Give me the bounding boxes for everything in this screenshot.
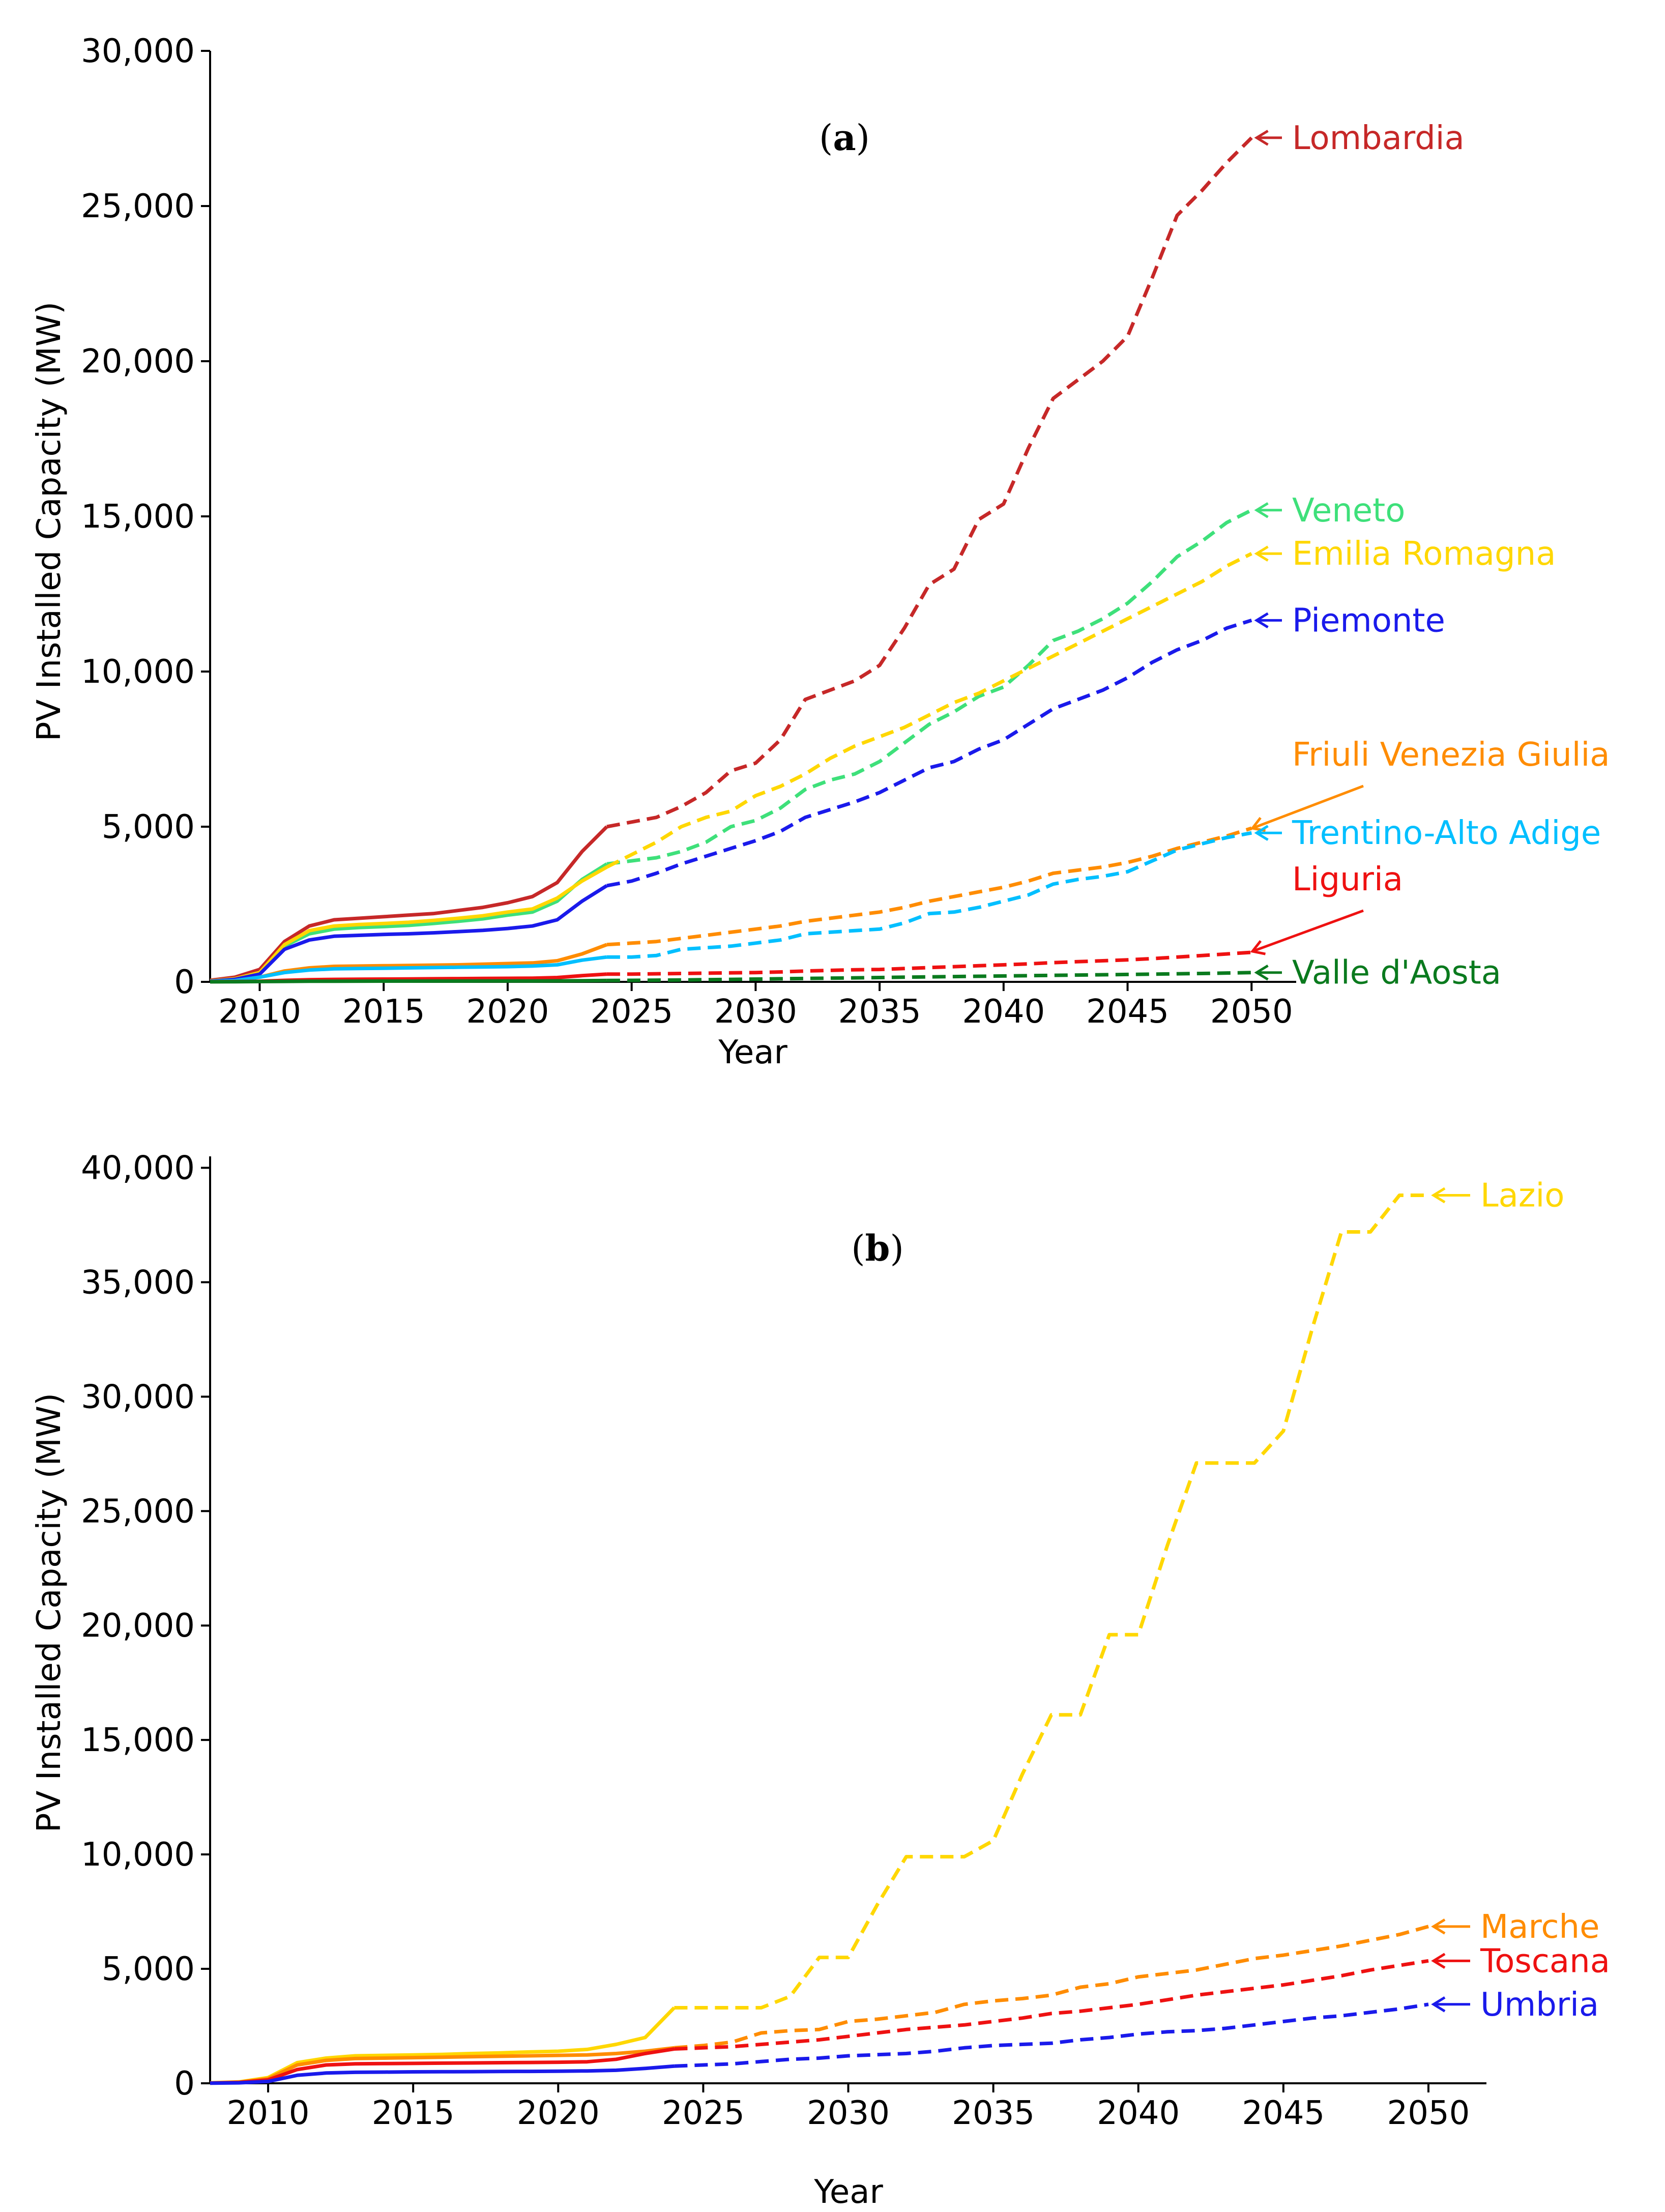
panel-a-x-tick-label: 2015 <box>342 993 425 1031</box>
panel-a-emilia-romagna-label: Emilia Romagna <box>1292 535 1556 573</box>
panel-a-valle-d-aosta-historical-line <box>210 978 607 984</box>
panel-b-x-tick-label: 2040 <box>1097 2094 1180 2132</box>
panel-a-valle-d-aosta-forecast-line <box>606 971 1252 982</box>
panel-b-x-tick-label: 2020 <box>517 2094 600 2132</box>
panel-b-x-tick-label: 2025 <box>662 2094 745 2132</box>
panel-b-x-tick-label: 2015 <box>372 2094 455 2132</box>
panel-b-y-tick-label: 25,000 <box>81 1493 195 1530</box>
panel-a-y-tick-label: 5,000 <box>102 808 195 846</box>
panel-a-x-tick-label: 2030 <box>714 993 797 1031</box>
panel-a-y-tick-label: 10,000 <box>81 653 195 691</box>
panel-a-x-tick-label: 2025 <box>590 993 673 1031</box>
panel-a-veneto-forecast-line <box>606 508 1252 866</box>
panel-b-umbria-label: Umbria <box>1480 1986 1599 2024</box>
panel-a-liguria-forecast-line <box>606 950 1252 976</box>
panel-a-emilia-romagna-arrow-head <box>1254 545 1269 562</box>
panel-b-chart: (b) Year PV Installed Capacity (MW) 0 5,0… <box>31 1149 1610 2211</box>
panel-a-veneto-label: Veneto <box>1292 492 1405 530</box>
panel-b-y-tick-label: 5,000 <box>102 1951 195 1988</box>
panel-a-y-tick-label: 20,000 <box>81 343 195 381</box>
panel-a-lombardia-label: Lombardia <box>1292 120 1465 157</box>
panel-a-lombardia-forecast-line <box>606 136 1253 829</box>
panel-b-marche-forecast-line <box>674 1925 1429 2050</box>
panel-a-x-axis-label: Year <box>718 1034 787 1071</box>
panel-a-y-axis-label: PV Installed Capacity (MW) <box>31 302 68 741</box>
panel-a-trentino-alto-adige-forecast-line <box>606 831 1252 959</box>
panel-b-y-tick-label: 10,000 <box>81 1836 195 1874</box>
panel-a-x-tick-label: 2010 <box>218 993 301 1031</box>
panel-a-lombardia-historical-line <box>210 825 608 982</box>
panel-a-title: (a) <box>819 117 870 159</box>
panel-b-x-tick-label: 2035 <box>952 2094 1035 2132</box>
panel-a-x-tick-label: 2045 <box>1086 993 1169 1031</box>
panel-b-x-tick-label: 2010 <box>227 2094 310 2132</box>
panel-a-y-tick-label: 0 <box>174 964 195 1001</box>
panel-a-trentino-alto-adige-historical-line <box>210 955 607 983</box>
panel-a-x-tick-label: 2050 <box>1210 993 1293 1031</box>
panel-a-liguria-label: Liguria <box>1292 861 1403 898</box>
panel-b-toscana-historical-line <box>210 2047 675 2085</box>
panel-a-emilia-romagna-forecast-line <box>606 552 1252 869</box>
panel-a-friuli-venezia-giulia-forecast-line <box>606 826 1252 947</box>
panel-b-y-tick-label: 20,000 <box>81 1607 195 1645</box>
panel-b-marche-arrow-head <box>1431 1918 1446 1935</box>
panel-b-marche-historical-line <box>210 2046 675 2085</box>
panel-a-chart: (a) Year PV Installed Capacity (MW) 0 5,0… <box>31 33 1610 1071</box>
panel-a-veneto-arrow-head <box>1254 502 1269 518</box>
panel-a-lombardia-arrow-head <box>1254 130 1269 146</box>
panel-a-valle-d-aosta-arrow-head <box>1254 964 1269 981</box>
panel-a-x-tick-label: 2040 <box>962 993 1045 1031</box>
panel-b-y-tick-label: 40,000 <box>81 1149 195 1187</box>
panel-a-x-tick-label: 2020 <box>466 993 549 1031</box>
panel-b-lazio-label: Lazio <box>1480 1177 1564 1214</box>
panel-a-friuli-venezia-giulia-arrow-line <box>1252 784 1364 830</box>
panel-b-x-tick-label: 2030 <box>807 2094 890 2132</box>
panel-a-y-tick-label: 15,000 <box>81 498 195 536</box>
panel-b-y-tick-label: 15,000 <box>81 1722 195 1759</box>
panel-b-x-tick-label: 2045 <box>1242 2094 1325 2132</box>
panel-a-piemonte-historical-line <box>210 884 608 983</box>
panel-a-liguria-arrow-line <box>1252 909 1364 953</box>
panel-b-lazio-forecast-line <box>674 1194 1428 2010</box>
panel-a-liguria-arrow-head <box>1250 940 1266 955</box>
panel-b-toscana-arrow-head <box>1431 1953 1446 1969</box>
panel-b-lazio-arrow-head <box>1431 1187 1446 1204</box>
panel-b-umbria-arrow-head <box>1431 1996 1446 2013</box>
panel-b-x-axis-label: Year <box>813 2173 883 2211</box>
panel-a-trentino-alto-adige-arrow-head <box>1254 825 1269 841</box>
panel-b-marche-label: Marche <box>1480 1908 1599 1946</box>
panel-a-y-tick-label: 30,000 <box>81 33 195 70</box>
panel-b-y-tick-label: 35,000 <box>81 1264 195 1301</box>
panel-b-toscana-label: Toscana <box>1480 1942 1610 1980</box>
panel-b-toscana-forecast-line <box>674 1959 1429 2051</box>
panel-a-trentino-alto-adige-label: Trentino-Alto Adige <box>1292 814 1601 852</box>
panel-a-x-tick-label: 2035 <box>838 993 921 1031</box>
panel-b-umbria-forecast-line <box>674 2002 1429 2068</box>
panel-a-y-tick-label: 25,000 <box>81 188 195 225</box>
panel-b-y-tick-label: 30,000 <box>81 1378 195 1416</box>
panel-b-x-tick-label: 2050 <box>1387 2094 1470 2132</box>
panel-b-y-axis-label: PV Installed Capacity (MW) <box>31 1393 68 1832</box>
panel-a-valle-d-aosta-label: Valle d'Aosta <box>1292 954 1501 992</box>
panel-a-piemonte-arrow-head <box>1254 612 1269 629</box>
panel-a-emilia-romagna-historical-line <box>210 865 608 983</box>
panel-b-y-tick-label: 0 <box>174 2065 195 2103</box>
panel-b-umbria-historical-line <box>210 2064 675 2085</box>
panel-a-friuli-venezia-giulia-label: Friuli Venezia Giulia <box>1292 736 1610 774</box>
panel-b-title: (b) <box>851 1227 904 1269</box>
panel-a-piemonte-forecast-line <box>606 618 1252 888</box>
panel-a-piemonte-label: Piemonte <box>1292 602 1445 639</box>
